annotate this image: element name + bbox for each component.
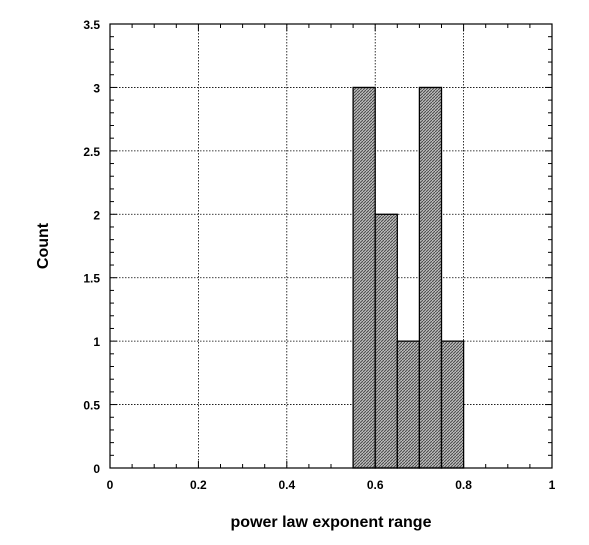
x-tick-label: 0.8 — [455, 478, 472, 492]
grid-lines — [110, 24, 552, 468]
y-tick-label: 0.5 — [83, 399, 100, 413]
x-tick-label: 1 — [549, 478, 556, 492]
plot-frame — [109, 23, 553, 469]
y-tick-label: 2.5 — [83, 145, 100, 159]
x-axis-label: power law exponent range — [231, 514, 432, 531]
histogram-bar — [374, 213, 398, 469]
y-axis-label: Count — [35, 222, 52, 269]
histogram-bar — [396, 340, 421, 469]
y-tick-label: 3.5 — [83, 18, 100, 32]
bars — [352, 86, 465, 469]
x-tick-label: 0.6 — [367, 478, 384, 492]
y-tick-label: 1 — [93, 335, 100, 349]
histogram-bar — [352, 86, 376, 469]
x-tick-label: 0.4 — [278, 478, 295, 492]
x-tick-label: 0 — [107, 478, 114, 492]
tick-labels: 0 0.2 0.4 0.6 0.8 1 0 0.5 1 1.5 2 2.5 3 3.5 — [83, 18, 555, 492]
axis-ticks — [109, 23, 553, 469]
y-tick-label: 1.5 — [83, 272, 100, 286]
y-tick-label: 2 — [93, 208, 100, 222]
y-tick-label: 3 — [93, 81, 100, 95]
histogram-bar — [418, 86, 443, 469]
x-tick-label: 0.2 — [190, 478, 207, 492]
histogram-bar — [440, 340, 465, 469]
y-tick-label: 0 — [93, 462, 100, 476]
